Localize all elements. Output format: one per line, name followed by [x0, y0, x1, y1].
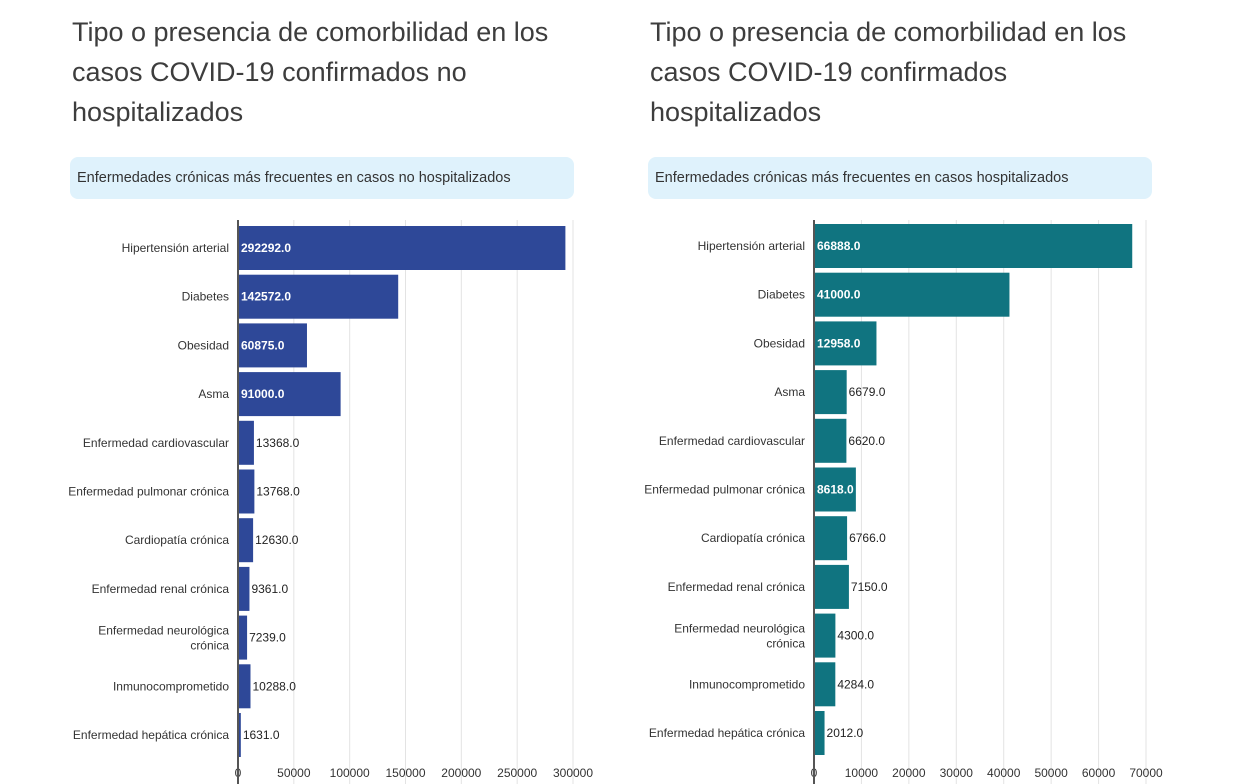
category-label: Enfermedad cardiovascular [659, 434, 805, 448]
chart-panel-right: Tipo o presencia de comorbilidad en los … [644, 0, 1208, 784]
category-label: Hipertensión arterial [122, 241, 229, 255]
category-label: Enfermedad hepática crónica [73, 728, 229, 742]
bar [815, 321, 877, 366]
bar [815, 711, 825, 755]
bar-chart-no-hospitalizados: 050000100000150000200000250000300000Hipe… [68, 220, 593, 784]
bar [239, 713, 241, 757]
bar [239, 566, 250, 611]
bar [815, 516, 848, 561]
x-tick-label: 30000 [940, 766, 974, 780]
category-label: Enfermedad renal crónica [668, 580, 806, 594]
category-label: Cardiopatía crónica [125, 533, 229, 547]
x-tick-label: 150000 [385, 766, 425, 780]
bar [239, 664, 251, 709]
data-label: 6679.0 [849, 385, 886, 399]
category-label: Hipertensión arterial [698, 239, 805, 253]
data-label: 292292.0 [241, 241, 291, 255]
x-tick-label: 50000 [277, 766, 311, 780]
x-tick-label: 20000 [892, 766, 926, 780]
data-label: 6766.0 [849, 531, 886, 545]
bar [815, 613, 836, 658]
bar [815, 272, 1010, 317]
data-label: 13768.0 [256, 485, 300, 499]
data-label: 4300.0 [837, 629, 874, 643]
bar [815, 418, 847, 463]
category-label: Obesidad [754, 336, 805, 350]
bar [239, 226, 566, 270]
bar [239, 469, 255, 514]
data-label: 2012.0 [827, 726, 864, 740]
category-label: Enfermedad pulmonar crónica [644, 483, 805, 497]
x-tick-label: 70000 [1129, 766, 1163, 780]
data-label: 6620.0 [848, 434, 885, 448]
data-label: 7150.0 [851, 580, 888, 594]
category-label: Enfermedad cardiovascular [83, 436, 229, 450]
data-label: 13368.0 [256, 436, 300, 450]
x-tick-label: 100000 [330, 766, 370, 780]
chart-subtitle: Enfermedades crónicas más frecuentes en … [70, 157, 574, 199]
category-label: Asma [774, 385, 805, 399]
category-label: Enfermedad neurológica crónica [674, 622, 805, 651]
category-label: Diabetes [182, 290, 229, 304]
bar [815, 224, 1133, 268]
bar [815, 467, 856, 512]
category-label: Enfermedad renal crónica [92, 582, 230, 596]
data-label: 9361.0 [251, 582, 288, 596]
data-label: 8618.0 [817, 483, 854, 497]
bar [239, 615, 248, 660]
bar [815, 662, 836, 707]
data-label: 66888.0 [817, 239, 861, 253]
data-label: 10288.0 [252, 679, 296, 693]
category-label: Cardiopatía crónica [701, 531, 805, 545]
data-label: 1631.0 [243, 728, 280, 742]
x-tick-label: 300000 [553, 766, 593, 780]
x-tick-label: 50000 [1034, 766, 1068, 780]
category-label: Inmunocomprometido [113, 679, 229, 693]
x-tick-label: 40000 [987, 766, 1021, 780]
data-label: 142572.0 [241, 290, 291, 304]
category-label: Enfermedad pulmonar crónica [68, 485, 229, 499]
chart-panel-left: Tipo o presencia de comorbilidad en los … [68, 0, 630, 784]
chart-title: Tipo o presencia de comorbilidad en los … [650, 17, 1127, 127]
bar [815, 564, 849, 609]
x-tick-label: 60000 [1082, 766, 1116, 780]
category-label: Inmunocomprometido [689, 677, 805, 691]
category-label: Enfermedad hepática crónica [649, 726, 805, 740]
data-label: 12630.0 [255, 533, 299, 547]
data-label: 60875.0 [241, 338, 285, 352]
data-label: 41000.0 [817, 288, 861, 302]
chart-subtitle: Enfermedades crónicas más frecuentes en … [648, 157, 1152, 199]
bar [239, 323, 307, 368]
data-label: 12958.0 [817, 336, 861, 350]
bar [815, 370, 847, 415]
data-label: 91000.0 [241, 387, 285, 401]
x-tick-label: 250000 [497, 766, 537, 780]
category-label: Enfermedad neurológica crónica [98, 624, 229, 653]
chart-title: Tipo o presencia de comorbilidad en los … [72, 17, 549, 127]
x-tick-label: 10000 [845, 766, 879, 780]
category-label: Obesidad [178, 338, 229, 352]
x-tick-label: 200000 [441, 766, 481, 780]
bar [239, 420, 254, 465]
bar [239, 274, 399, 319]
bar [239, 372, 341, 417]
bar [239, 518, 254, 563]
category-label: Diabetes [758, 288, 805, 302]
data-label: 4284.0 [837, 677, 874, 691]
bar-chart-hospitalizados: 010000200003000040000500006000070000Hipe… [644, 220, 1163, 784]
data-label: 7239.0 [249, 631, 286, 645]
category-label: Asma [198, 387, 229, 401]
